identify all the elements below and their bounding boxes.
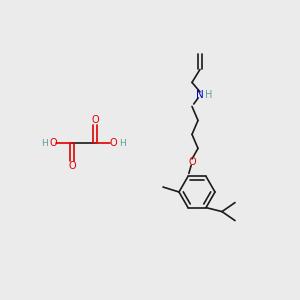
Text: O: O (49, 138, 57, 148)
Text: O: O (188, 158, 196, 167)
Text: H: H (205, 90, 213, 100)
Text: O: O (68, 161, 76, 171)
Text: O: O (91, 115, 99, 125)
Text: H: H (40, 139, 47, 148)
Text: O: O (109, 138, 117, 148)
Text: N: N (196, 90, 204, 100)
Text: H: H (118, 139, 125, 148)
